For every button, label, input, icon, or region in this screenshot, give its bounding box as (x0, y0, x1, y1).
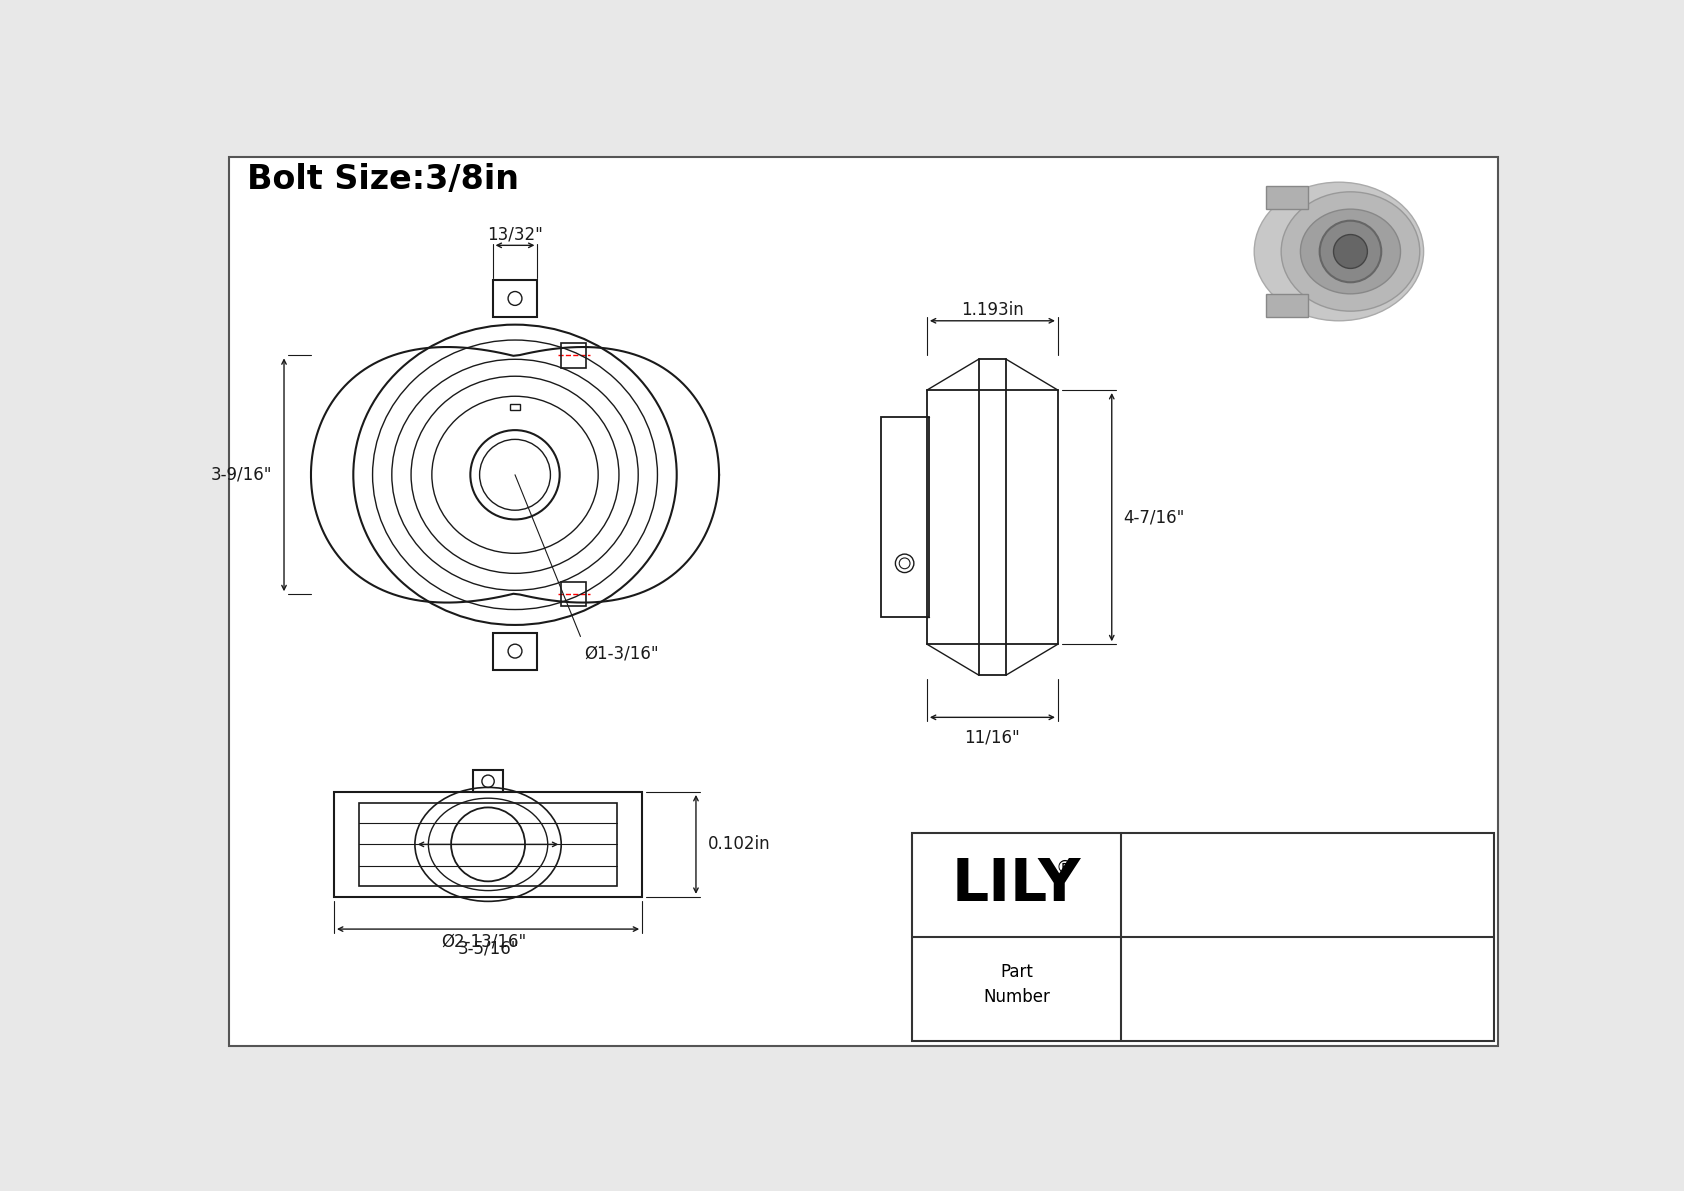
Ellipse shape (1300, 210, 1401, 294)
Bar (881, 417, 928, 617)
Circle shape (1320, 220, 1381, 282)
Text: 13/32": 13/32" (487, 225, 542, 243)
Circle shape (1334, 235, 1367, 268)
Bar (561, 582, 586, 606)
Bar (510, 404, 520, 410)
Bar (473, 771, 504, 792)
Text: 4-7/16": 4-7/16" (1123, 509, 1184, 526)
Bar (493, 280, 537, 317)
Text: LILY: LILY (951, 856, 1081, 913)
Text: Part
Number: Part Number (983, 964, 1049, 1006)
Bar (333, 792, 642, 897)
Bar (1266, 294, 1308, 317)
Text: Ø1-3/16": Ø1-3/16" (584, 644, 658, 662)
Text: Ø2-13/16": Ø2-13/16" (441, 933, 527, 950)
Text: 3-9/16": 3-9/16" (210, 466, 273, 484)
Ellipse shape (1255, 182, 1423, 320)
Ellipse shape (1282, 192, 1420, 311)
Bar (359, 803, 618, 886)
Text: 11/16": 11/16" (965, 728, 1021, 746)
Bar (493, 632, 537, 669)
Text: 0.102in: 0.102in (707, 835, 770, 854)
Bar (1266, 186, 1308, 210)
Text: ®: ® (1056, 859, 1073, 877)
Bar (561, 343, 586, 368)
Text: 1.193in: 1.193in (962, 301, 1024, 319)
Text: 3-5/16": 3-5/16" (458, 940, 519, 958)
Bar (911, 833, 1494, 1041)
Text: Bolt Size:3/8in: Bolt Size:3/8in (248, 163, 519, 197)
